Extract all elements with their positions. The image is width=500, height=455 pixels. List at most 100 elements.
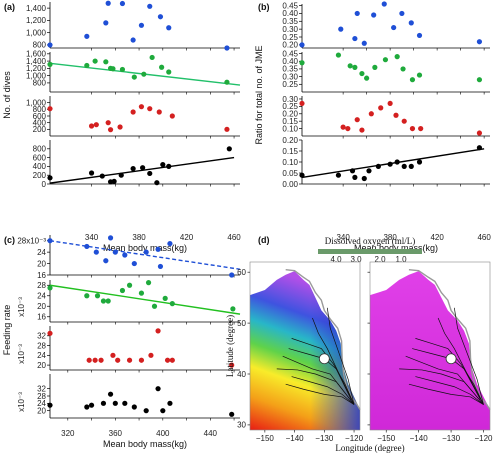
data-point <box>112 400 118 406</box>
x-tick-label: 380 <box>132 233 146 242</box>
data-point <box>107 235 114 241</box>
subplot-1: 800 1,000 1,200 1,400 <box>26 0 240 51</box>
panel-c: (c)16202428x10⁻³16202428x10⁻³20242832x10… <box>2 235 241 449</box>
y-tick-label: 0.05 <box>282 169 298 178</box>
scale-label: x10⁻³ <box>17 297 26 317</box>
data-point <box>340 124 346 130</box>
y-tick-label: 1,000 <box>26 28 47 37</box>
data-point <box>364 75 370 81</box>
data-point <box>229 362 235 368</box>
subplot-1: 16 20 24 28x10⁻³ <box>17 235 241 280</box>
data-point <box>111 178 117 184</box>
y-tick-label: 0.35 <box>282 65 298 74</box>
coastline <box>408 268 491 411</box>
y-tick-label: 60 <box>237 268 246 277</box>
data-point <box>229 411 235 417</box>
data-point <box>400 66 406 72</box>
y-tick-label: 800 <box>33 145 47 154</box>
data-point <box>418 125 424 132</box>
x-tick-label: −120 <box>474 434 493 443</box>
data-point <box>119 66 126 73</box>
data-point <box>391 24 397 31</box>
colorbar-label: 3.0 <box>350 255 362 264</box>
data-point <box>409 125 416 132</box>
data-point <box>122 400 128 406</box>
y-tick-label: 0.30 <box>282 72 298 81</box>
data-point <box>84 62 90 69</box>
y-tick-label: 20 <box>37 302 46 311</box>
data-point <box>354 10 360 17</box>
data-point <box>347 63 353 69</box>
data-point <box>110 352 116 358</box>
y-tick-label: 1,200 <box>26 16 47 25</box>
x-tick-label: 340 <box>85 233 99 242</box>
data-point <box>349 168 356 174</box>
data-point <box>145 280 152 286</box>
track-line <box>326 307 355 405</box>
data-point <box>88 170 95 176</box>
track-line <box>276 368 355 405</box>
data-point <box>354 117 360 123</box>
map-2: −150 −140 −130 −120 <box>367 261 493 443</box>
x-tick-label: 400 <box>156 429 170 438</box>
x-tick-label: −120 <box>345 434 364 443</box>
panel-label: (c) <box>4 235 15 245</box>
heatmap-field <box>370 271 490 430</box>
x-tick-label: 340 <box>336 233 350 242</box>
data-point <box>100 298 107 304</box>
x-tick-label: −140 <box>410 434 429 443</box>
y-tick-label: 16 <box>37 271 46 280</box>
data-point <box>154 180 160 186</box>
y-tick-label: 800 <box>33 105 47 114</box>
data-point <box>162 295 168 301</box>
y-tick-label: 50 <box>237 319 246 328</box>
data-point <box>361 40 367 46</box>
data-point <box>169 113 175 119</box>
data-point <box>359 127 365 133</box>
data-point <box>105 0 111 6</box>
y-tick-label: 0.25 <box>282 33 298 42</box>
y-tick-label: 600 <box>33 112 47 121</box>
data-point <box>98 357 104 363</box>
x-axis-label: Mean body mass(kg) <box>354 243 438 253</box>
x-axis-label: Mean body mass(kg) <box>103 243 187 253</box>
data-point <box>387 161 393 167</box>
x-tick-label: −130 <box>442 434 461 443</box>
data-point <box>408 20 414 26</box>
data-point <box>47 238 53 244</box>
data-point <box>224 126 230 132</box>
data-point <box>86 357 92 363</box>
data-point <box>352 64 358 70</box>
data-point <box>394 54 400 60</box>
y-tick-label: 16 <box>37 313 46 322</box>
data-point <box>118 172 124 178</box>
colorbar: 4.0 3.0 2.0 1.0 <box>318 249 422 264</box>
trend-line <box>301 148 485 179</box>
data-point <box>155 328 161 334</box>
y-tick-label: 1,600 <box>26 50 47 59</box>
data-point <box>138 357 145 363</box>
data-point <box>416 72 423 78</box>
colorbar-label: 1.0 <box>395 255 407 264</box>
data-point <box>335 172 342 178</box>
x-tick-label: −140 <box>286 434 305 443</box>
data-point <box>107 127 114 133</box>
data-point <box>394 159 400 165</box>
data-point <box>359 70 365 77</box>
data-point <box>156 109 162 115</box>
data-point <box>159 64 165 70</box>
data-point <box>167 240 173 247</box>
colorbar-label: 4.0 <box>330 255 342 264</box>
y-tick-label: 0.40 <box>282 57 298 66</box>
data-point <box>130 109 136 115</box>
track-line <box>453 307 484 405</box>
x-tick-label: 380 <box>383 233 397 242</box>
track-line <box>415 376 484 405</box>
data-point <box>372 64 378 70</box>
data-point <box>368 111 374 117</box>
colorbar-label: 2.0 <box>374 255 386 264</box>
data-point <box>166 25 172 31</box>
y-tick-label: 0.25 <box>282 80 298 89</box>
y-tick-label: 200 <box>33 171 47 180</box>
